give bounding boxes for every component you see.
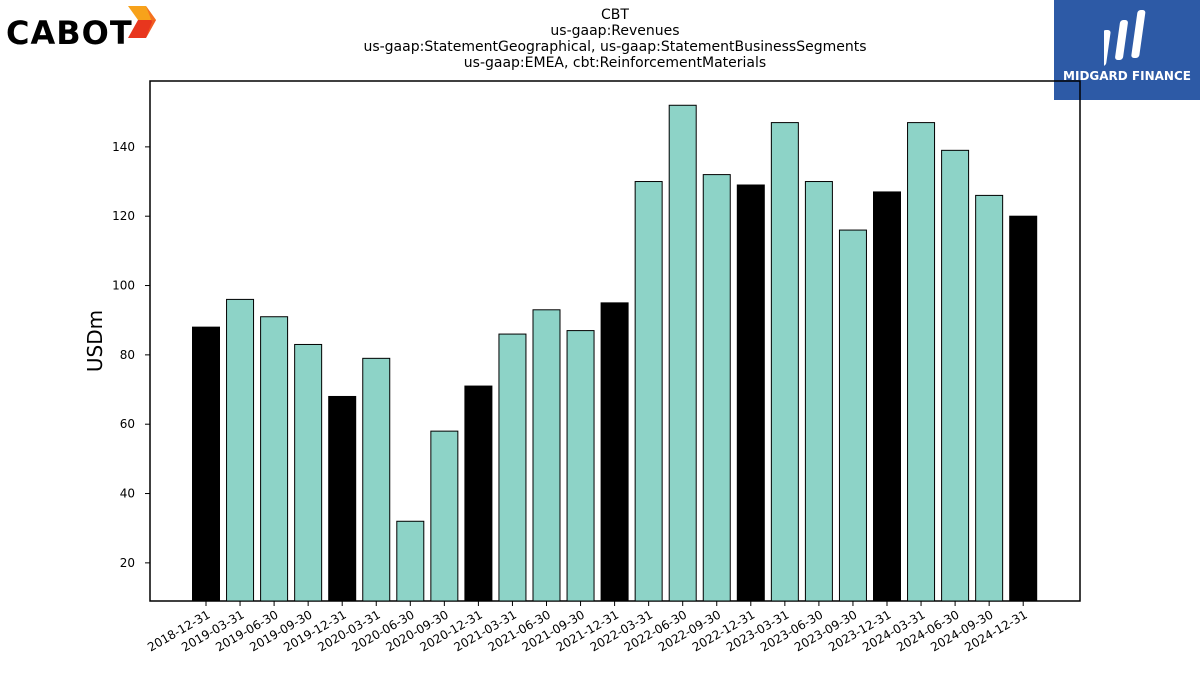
bar-2022-12-31 xyxy=(736,184,765,602)
chart-title-axes: us-gaap:StatementGeographical, us-gaap:S… xyxy=(363,39,867,55)
y-tick-label: 60 xyxy=(120,417,135,431)
bar-2023-09-30 xyxy=(838,229,867,602)
chart-title-ticker: CBT xyxy=(601,7,629,23)
bar-2022-06-30 xyxy=(668,104,697,602)
y-axis-label: USDm xyxy=(83,310,107,372)
bar-2019-09-30 xyxy=(294,343,323,602)
bar-2021-09-30 xyxy=(566,330,595,602)
y-tick-label: 40 xyxy=(120,487,135,501)
midgard-finance-logo: MIDGARD FINANCE xyxy=(1054,0,1200,100)
bar-2018-12-31 xyxy=(192,326,220,602)
bar-2020-09-30 xyxy=(430,430,459,602)
bar-2024-03-31 xyxy=(907,122,936,602)
bar-2019-03-31 xyxy=(226,298,255,602)
bar-2022-09-30 xyxy=(702,174,731,602)
cabot-logo: CABOT xyxy=(6,4,166,54)
bar-2019-06-30 xyxy=(260,316,289,602)
bar-2023-12-31 xyxy=(873,191,901,602)
midgard-logo-text: MIDGARD FINANCE xyxy=(1063,69,1191,83)
bar-2020-06-30 xyxy=(396,520,425,602)
bar-2024-06-30 xyxy=(941,149,970,602)
chart-title-members: us-gaap:EMEA, cbt:ReinforcementMaterials xyxy=(463,55,767,71)
y-tick-label: 80 xyxy=(120,348,135,362)
y-tick-label: 120 xyxy=(112,209,135,223)
bar-2019-12-31 xyxy=(328,395,357,602)
y-tick-label: 140 xyxy=(112,140,135,154)
bar-2024-12-31 xyxy=(1009,215,1038,602)
bar-2023-03-31 xyxy=(770,122,799,602)
bar-2022-03-31 xyxy=(634,181,663,602)
midgard-logo-mark xyxy=(1104,10,1146,66)
cabot-logo-text: CABOT xyxy=(6,14,133,52)
chart-title-concept: us-gaap:Revenues xyxy=(550,23,680,39)
chart-title-block: CBT us-gaap:Revenues us-gaap:StatementGe… xyxy=(330,7,900,71)
bar-2020-12-31 xyxy=(464,385,493,602)
bar-2023-06-30 xyxy=(804,181,833,602)
bar-2020-03-31 xyxy=(362,357,391,602)
y-tick-label: 20 xyxy=(120,556,135,570)
bar-2024-09-30 xyxy=(975,194,1004,602)
cabot-logo-mark xyxy=(128,6,156,38)
bar-2021-06-30 xyxy=(532,309,561,602)
bar-2021-03-31 xyxy=(498,333,527,602)
bar-2021-12-31 xyxy=(600,302,629,602)
y-tick-label: 100 xyxy=(112,279,135,293)
